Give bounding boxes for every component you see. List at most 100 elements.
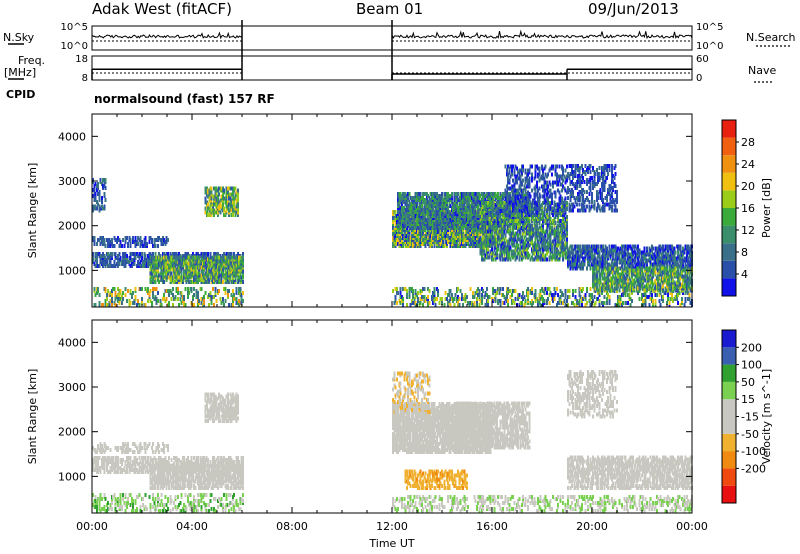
power-echo-cell xyxy=(405,230,408,234)
power-echo-cell xyxy=(507,299,509,303)
power-echo-cell xyxy=(150,257,153,262)
power-echo-cell xyxy=(412,230,414,234)
power-echo-cell xyxy=(109,290,112,295)
power-echo-cell xyxy=(408,236,411,240)
power-echo-cell xyxy=(234,271,237,276)
beam-title: Beam 01 xyxy=(356,0,424,18)
power-echo-cell xyxy=(192,255,194,260)
power-echo-cell xyxy=(118,238,121,242)
power-echo-cell xyxy=(448,288,451,293)
power-echo-cell xyxy=(95,200,98,205)
power-echo-cell xyxy=(475,288,478,293)
power-echo-cell xyxy=(152,290,154,295)
power-echo-cell xyxy=(233,196,236,201)
power-echo-cell xyxy=(144,260,147,265)
power-echo-cell xyxy=(98,301,101,305)
power-echo-cell xyxy=(222,202,224,207)
power-echo-cell xyxy=(187,252,189,257)
power-echo-cell xyxy=(158,252,161,257)
power-echo-cell xyxy=(537,299,539,303)
power-echo-cell xyxy=(165,236,168,240)
power-echo-cell xyxy=(405,234,408,238)
power-echo-cell xyxy=(399,226,402,231)
power-echo-cell xyxy=(165,257,168,262)
power-echo-cell xyxy=(224,299,227,303)
power-echo-cell xyxy=(198,265,201,270)
power-echo-cell xyxy=(418,214,421,219)
power-echo-cell xyxy=(585,301,588,305)
power-echo-cell xyxy=(667,297,669,301)
power-echo-cell xyxy=(204,186,207,191)
power-echo-cell xyxy=(147,258,149,263)
power-echo-cell xyxy=(192,257,194,262)
power-echo-cell xyxy=(494,297,497,301)
power-echo-cell xyxy=(159,277,162,282)
power-echo-cell xyxy=(212,255,214,260)
power-echo-cell xyxy=(394,286,397,291)
power-echo-cell xyxy=(234,212,237,217)
power-echo-cell xyxy=(562,301,564,305)
power-echo-cell xyxy=(435,206,438,211)
power-echo-cell xyxy=(124,292,127,297)
power-echo-cell xyxy=(157,255,159,260)
power-echo-cell xyxy=(398,200,401,204)
power-echo-cell xyxy=(230,263,233,268)
power-echo-cell xyxy=(202,265,204,270)
power-echo-cell xyxy=(130,252,133,257)
power-echo-cell xyxy=(447,240,449,244)
power-echo-cell xyxy=(474,236,477,240)
power-echo-cell xyxy=(230,198,233,203)
power-echo-cell xyxy=(428,227,431,232)
power-echo-cell xyxy=(542,303,544,307)
power-echo-cell xyxy=(397,198,399,202)
power-echo-cell xyxy=(400,198,403,202)
power-echo-cell xyxy=(394,299,397,303)
power-echo-cell xyxy=(109,240,112,244)
power-echo-cell xyxy=(455,286,458,291)
power-echo-cell xyxy=(237,261,239,266)
power-echo-cell xyxy=(138,252,141,257)
power-scatter xyxy=(92,164,693,307)
power-echo-cell xyxy=(398,230,401,234)
power-echo-cell xyxy=(449,297,452,301)
power-echo-cell xyxy=(143,238,146,242)
nave-tick-label: 0 xyxy=(696,73,702,84)
power-echo-cell xyxy=(234,192,237,197)
power-echo-cell xyxy=(198,299,201,303)
power-echo-cell xyxy=(232,255,234,260)
power-echo-cell xyxy=(433,290,436,295)
power-echo-cell xyxy=(394,230,397,234)
power-echo-cell xyxy=(522,297,524,301)
power-echo-cell xyxy=(435,230,438,234)
power-echo-cell xyxy=(164,271,167,276)
power-echo-cell xyxy=(94,204,97,209)
power-echo-cell xyxy=(537,303,539,307)
power-echo-cell xyxy=(174,255,177,260)
power-echo-cell xyxy=(223,252,226,257)
power-echo-cell xyxy=(205,279,208,284)
power-echo-cell xyxy=(559,295,562,299)
power-echo-cell xyxy=(218,255,221,260)
power-echo-cell xyxy=(108,238,111,242)
power-echo-cell xyxy=(93,204,96,209)
power-echo-cell xyxy=(227,288,229,293)
power-echo-cell xyxy=(438,206,441,211)
power-echo-cell xyxy=(400,214,403,219)
power-echo-cell xyxy=(493,297,496,301)
power-echo-cell xyxy=(228,202,231,207)
power-echo-cell xyxy=(459,230,462,234)
power-echo-cell xyxy=(173,275,176,280)
power-echo-cell xyxy=(439,297,442,301)
power-echo-cell xyxy=(150,267,153,272)
power-echo-cell xyxy=(180,255,183,260)
power-echo-cell xyxy=(398,206,401,211)
power-echo-cell xyxy=(554,290,557,295)
power-echo-cell xyxy=(219,261,222,266)
power-echo-cell xyxy=(622,301,624,305)
power-echo-cell xyxy=(437,288,439,293)
power-echo-cell xyxy=(530,286,533,291)
power-echo-cell xyxy=(637,290,639,295)
power-echo-cell xyxy=(165,240,168,244)
power-echo-cell xyxy=(203,252,206,257)
power-echo-cell xyxy=(169,257,172,262)
